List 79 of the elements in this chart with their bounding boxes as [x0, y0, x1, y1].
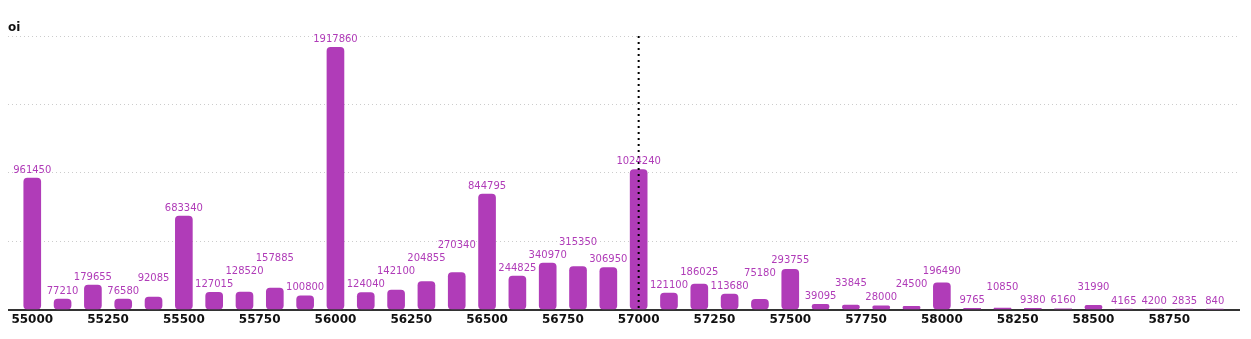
x-tick-label: 55750 [238, 311, 281, 326]
x-tick-label: 55000 [11, 311, 54, 326]
y-axis-title: oi [8, 20, 21, 35]
data-label: 1024240 [616, 155, 661, 167]
data-label: 28000 [865, 291, 898, 303]
x-tick-label: 55500 [162, 311, 205, 326]
data-label: 244825 [498, 261, 537, 273]
bar [387, 289, 405, 310]
data-label: 77210 [46, 284, 79, 296]
x-tick-label: 55250 [87, 311, 129, 326]
data-label: 113680 [710, 279, 749, 291]
bar [265, 287, 284, 310]
data-label: 10850 [986, 280, 1019, 292]
data-label: 76580 [107, 284, 140, 296]
bar [508, 275, 527, 310]
bar [569, 266, 587, 310]
data-label: 1917860 [313, 32, 358, 44]
data-label: 196490 [922, 265, 961, 277]
data-label: 142100 [377, 265, 416, 277]
data-label: 306950 [589, 253, 628, 265]
bar [690, 283, 709, 310]
data-label: 340970 [528, 248, 567, 260]
x-tick-label: 57250 [693, 311, 736, 326]
data-label: 24500 [895, 278, 928, 290]
data-label: 683340 [164, 201, 203, 213]
x-tick-label: 56500 [466, 311, 508, 326]
bar [23, 177, 42, 310]
data-label: 75180 [744, 266, 776, 278]
bar [781, 269, 800, 310]
bar [629, 169, 648, 310]
data-label: 270340 [437, 239, 476, 251]
x-tick-label: 57500 [769, 311, 812, 326]
data-label: 840 [1205, 295, 1225, 307]
data-label: 39095 [804, 289, 837, 301]
data-label: 961450 [13, 163, 52, 175]
x-tick-label: 58750 [1148, 311, 1191, 326]
data-label: 4165 [1111, 294, 1137, 306]
data-label: 315350 [558, 235, 598, 247]
x-tick-label: 56750 [541, 311, 584, 326]
data-label: 9380 [1020, 293, 1046, 305]
data-label: 293755 [771, 253, 810, 265]
x-tick-label: 58250 [996, 311, 1039, 326]
x-tick-label: 58500 [1072, 311, 1115, 326]
data-label: 6160 [1050, 294, 1076, 306]
x-tick-label: 57750 [845, 311, 887, 326]
data-label: 31990 [1077, 281, 1110, 293]
bar [175, 215, 193, 310]
data-label: 157885 [255, 251, 294, 263]
data-label: 100800 [286, 281, 325, 293]
bar [235, 291, 254, 310]
bar [478, 193, 496, 310]
x-tick-label: 57000 [617, 311, 660, 326]
x-tick-label: 56250 [390, 311, 433, 326]
data-label: 127015 [195, 277, 234, 289]
data-label: 9765 [959, 293, 985, 305]
data-label: 121100 [649, 278, 689, 290]
data-label: 186025 [680, 265, 719, 277]
data-label: 128520 [225, 264, 264, 276]
data-label: 33845 [835, 276, 867, 288]
bar [599, 267, 618, 310]
data-label: 204855 [407, 252, 446, 264]
bar [447, 272, 466, 310]
data-label: 844795 [467, 179, 507, 191]
bar [326, 46, 345, 310]
data-label: 4200 [1141, 294, 1167, 306]
bar [720, 293, 739, 310]
bar [356, 292, 375, 310]
data-label: 92085 [137, 271, 170, 283]
x-tick-label: 56000 [314, 311, 357, 326]
data-label: 124040 [346, 278, 385, 290]
bar [84, 284, 102, 310]
bar [417, 281, 436, 310]
data-label: 179655 [73, 270, 112, 282]
bar [933, 282, 951, 310]
bar [538, 262, 557, 310]
bar [205, 291, 224, 310]
data-label: 2835 [1171, 294, 1198, 306]
bar [660, 292, 678, 310]
x-tick-label: 58000 [920, 311, 963, 326]
